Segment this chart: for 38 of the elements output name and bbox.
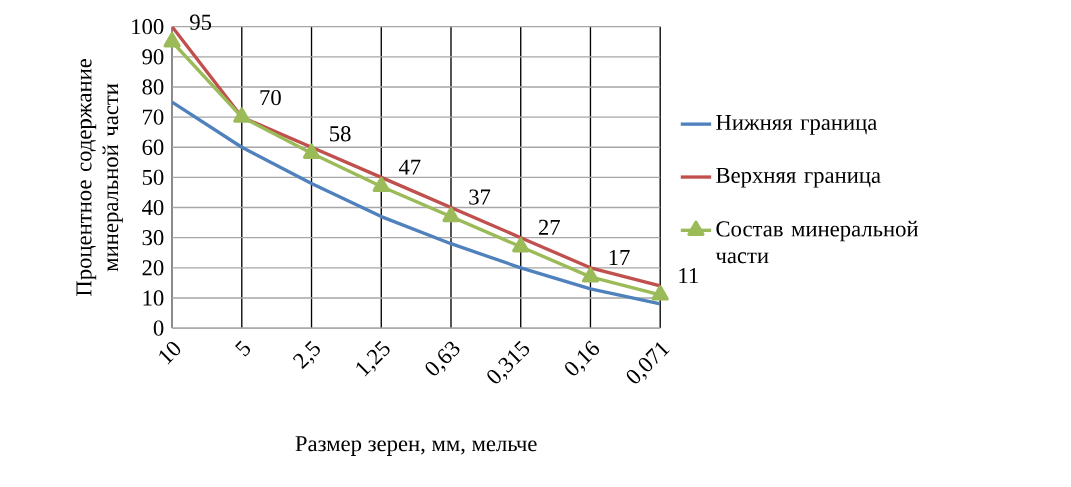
point — [372, 176, 390, 193]
y-tick-label: 20 — [142, 260, 164, 276]
y-tick-label: 90 — [142, 49, 164, 65]
y-tick-label: 30 — [142, 230, 164, 246]
x-tick-label: 10 — [159, 341, 181, 365]
point — [233, 107, 251, 123]
x-tick-label: 2,5 — [292, 340, 320, 370]
y-tick-label: 40 — [142, 199, 164, 216]
legend-label: Нижняя граница — [716, 115, 878, 135]
x-tick-label: 0,63 — [425, 341, 460, 376]
data-label: 70 — [260, 90, 281, 106]
point — [442, 207, 460, 223]
x-tick-label: 5 — [235, 340, 251, 357]
x-axis-title: Размер зерен, мм, мельче — [295, 436, 537, 456]
point — [581, 267, 600, 283]
data-label: 95 — [190, 14, 212, 30]
legend-label: Состав минеральной части — [715, 220, 919, 264]
legend-label: Верхняя граница — [716, 168, 881, 188]
point — [163, 32, 181, 48]
data-label: 17 — [609, 250, 630, 266]
y-tick-label: 80 — [142, 79, 164, 95]
point — [302, 143, 321, 160]
y-tick-label: 0 — [153, 320, 164, 336]
point — [651, 285, 669, 301]
y-tick-label: 60 — [142, 139, 164, 155]
y-tick-label: 50 — [142, 169, 164, 186]
x-tick-label: 0,16 — [565, 340, 600, 376]
data-label: 58 — [330, 126, 351, 142]
point — [512, 237, 530, 253]
data-label: 47 — [398, 159, 421, 175]
y-tick-label: 70 — [143, 109, 164, 125]
data-label: 27 — [538, 219, 560, 235]
data-label: 11 — [679, 268, 698, 284]
y-axis-title: Процентное содержание минеральной части — [76, 59, 123, 297]
y-tick-label: 10 — [143, 290, 164, 306]
data-label: 37 — [469, 189, 491, 205]
y-tick-label: 100 — [132, 19, 164, 35]
x-tick-label: 1,25 — [356, 340, 390, 377]
